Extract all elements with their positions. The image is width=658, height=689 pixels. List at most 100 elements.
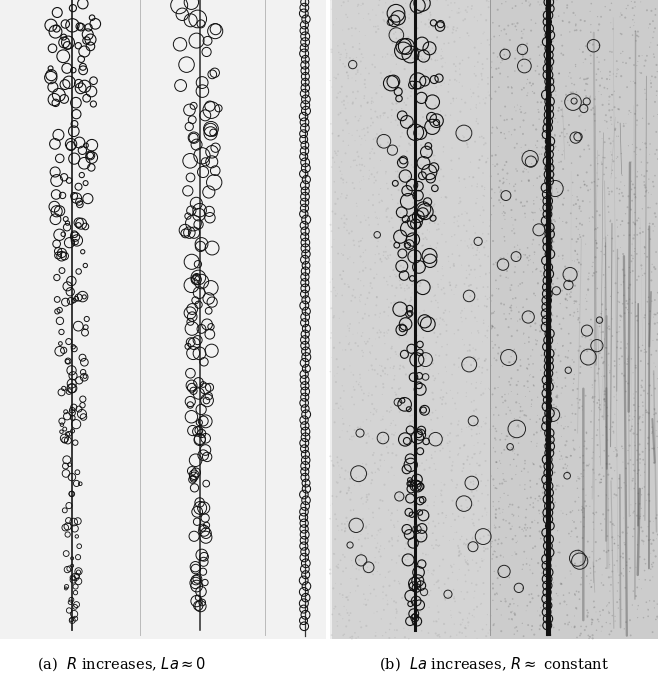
Point (372, 166, 383, 177)
Point (576, 573, 587, 584)
Point (503, 601, 514, 612)
Point (326, 241, 337, 252)
Point (557, 216, 568, 227)
Point (547, 36, 558, 47)
Point (609, 537, 620, 548)
Point (395, 489, 405, 500)
Point (420, 152, 430, 163)
Point (574, 136, 584, 147)
Point (651, 198, 658, 209)
Point (540, 439, 551, 450)
Point (571, 296, 582, 307)
Point (494, 568, 505, 579)
Point (340, 103, 351, 114)
Point (405, 482, 416, 493)
Point (607, 566, 618, 577)
Point (399, 51, 409, 62)
Point (415, 460, 425, 471)
Point (614, 326, 624, 337)
Point (356, 548, 367, 559)
Point (329, 176, 340, 187)
Point (620, 582, 630, 593)
Point (392, 176, 402, 187)
Point (538, 350, 549, 361)
Point (426, 449, 437, 460)
Point (408, 436, 418, 447)
Point (390, 624, 400, 635)
Point (577, 47, 588, 58)
Point (380, 76, 391, 87)
Point (428, 150, 439, 161)
Point (538, 90, 548, 101)
Point (458, 462, 468, 473)
Point (478, 388, 489, 399)
Point (572, 531, 582, 542)
Point (378, 581, 389, 592)
Point (394, 407, 405, 418)
Point (370, 212, 381, 223)
Point (569, 517, 579, 528)
Point (513, 600, 523, 611)
Point (509, 267, 520, 278)
Point (342, 48, 352, 59)
Point (625, 425, 636, 436)
Point (490, 446, 501, 457)
Point (448, 24, 459, 35)
Point (488, 259, 499, 270)
Point (627, 238, 638, 249)
Point (592, 11, 603, 22)
Point (506, 313, 517, 325)
Point (380, 107, 390, 119)
Point (446, 155, 457, 166)
Point (386, 298, 397, 309)
Point (457, 260, 467, 271)
Point (454, 492, 465, 503)
Point (582, 73, 592, 84)
Point (503, 402, 513, 413)
Point (603, 229, 613, 240)
Point (540, 119, 551, 130)
Point (541, 125, 551, 136)
Point (378, 366, 388, 377)
Point (515, 244, 525, 255)
Point (553, 192, 563, 203)
Point (640, 344, 650, 355)
Point (628, 473, 638, 484)
Point (345, 608, 356, 619)
Point (442, 319, 452, 330)
Point (404, 232, 415, 243)
Point (530, 18, 541, 29)
Point (458, 15, 468, 26)
Point (628, 76, 639, 87)
Point (585, 563, 595, 574)
Point (607, 532, 618, 543)
Point (599, 282, 610, 293)
Point (326, 81, 337, 92)
Point (406, 431, 417, 442)
Point (544, 560, 554, 571)
Point (597, 299, 607, 310)
Point (567, 515, 578, 526)
Point (386, 104, 397, 115)
Point (353, 0, 364, 10)
Point (555, 130, 565, 141)
Point (336, 188, 347, 199)
Point (355, 373, 366, 384)
Point (342, 426, 353, 437)
Point (450, 398, 461, 409)
Point (651, 126, 658, 137)
Point (552, 273, 563, 284)
Point (511, 469, 521, 480)
Point (353, 274, 363, 285)
Point (429, 375, 440, 386)
Point (454, 546, 465, 557)
Point (649, 23, 658, 34)
Point (592, 368, 603, 379)
Point (608, 245, 619, 256)
Point (501, 313, 511, 325)
Point (547, 375, 558, 386)
Point (645, 516, 655, 527)
Point (513, 438, 524, 449)
Point (453, 198, 464, 209)
Point (484, 90, 495, 101)
